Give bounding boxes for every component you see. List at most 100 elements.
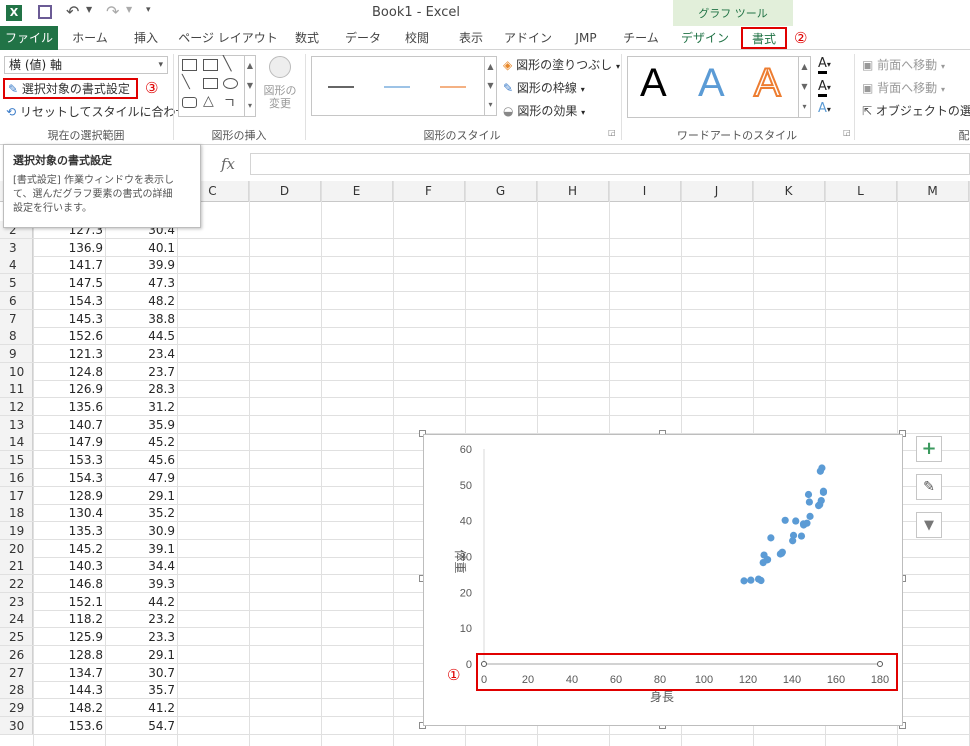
- gallery-scroll-icon[interactable]: ▲ ▼ ▾: [244, 56, 255, 116]
- row-header[interactable]: 23: [0, 592, 33, 610]
- height-cell[interactable]: 130.4: [68, 506, 103, 521]
- dialog-launcher-icon[interactable]: ◲: [608, 128, 616, 137]
- shape-style-gallery[interactable]: ▲ ▼ ▾: [311, 56, 497, 116]
- row-header[interactable]: 9: [0, 344, 33, 362]
- weight-cell[interactable]: 38.8: [148, 311, 175, 326]
- tab-insert[interactable]: 挿入: [133, 31, 158, 45]
- redo-icon[interactable]: ↷: [106, 2, 120, 21]
- weight-cell[interactable]: 44.2: [148, 594, 175, 609]
- height-cell[interactable]: 135.6: [68, 400, 103, 414]
- weight-cell[interactable]: 23.7: [148, 364, 175, 379]
- weight-cell[interactable]: 35.2: [148, 506, 175, 521]
- tab-view[interactable]: 表示: [458, 31, 483, 45]
- dialog-launcher-icon[interactable]: ◲: [843, 128, 851, 137]
- chart-elements-button[interactable]: +: [916, 436, 942, 462]
- height-cell[interactable]: 145.3: [68, 311, 103, 326]
- column-header-g[interactable]: G: [465, 181, 537, 202]
- weight-cell[interactable]: 29.1: [148, 647, 175, 662]
- tab-page-layout[interactable]: ページ レイアウト: [178, 31, 278, 45]
- weight-cell[interactable]: 41.2: [148, 700, 175, 715]
- row-header[interactable]: 18: [0, 504, 33, 522]
- weight-cell[interactable]: 47.3: [148, 276, 175, 291]
- row-header[interactable]: 12: [0, 398, 33, 415]
- weight-cell[interactable]: 48.2: [148, 293, 175, 308]
- height-cell[interactable]: 147.5: [68, 276, 103, 291]
- height-cell[interactable]: 121.3: [68, 346, 103, 361]
- height-cell[interactable]: 135.3: [68, 523, 103, 538]
- height-cell[interactable]: 152.6: [68, 329, 103, 344]
- weight-cell[interactable]: 39.3: [148, 577, 175, 591]
- gallery-scroll-icon[interactable]: ▲ ▼ ▾: [484, 57, 496, 115]
- weight-cell[interactable]: 23.4: [148, 346, 175, 361]
- height-cell[interactable]: 125.9: [68, 630, 103, 645]
- row-header[interactable]: 13: [0, 415, 33, 433]
- scatter-chart[interactable]: 0 10 20 30 40 50 60 0 20 40 60 80 100 120 140 160 180 身長 体…: [423, 434, 903, 726]
- row-header[interactable]: 20: [0, 539, 33, 557]
- height-cell[interactable]: 128.9: [68, 488, 103, 503]
- height-cell[interactable]: 146.8: [68, 577, 103, 591]
- wordart-gallery[interactable]: A A A ▲ ▼ ▾: [627, 56, 811, 118]
- weight-cell[interactable]: 23.3: [148, 630, 175, 645]
- row-header[interactable]: 17: [0, 486, 33, 504]
- weight-cell[interactable]: 35.9: [148, 417, 175, 432]
- shape-gallery[interactable]: ╲ ╲ △ ㄱ ▲ ▼ ▾: [178, 55, 256, 117]
- weight-cell[interactable]: 39.9: [148, 258, 175, 273]
- height-cell[interactable]: 153.6: [68, 718, 103, 733]
- height-cell[interactable]: 154.3: [68, 293, 103, 308]
- row-header[interactable]: 19: [0, 521, 33, 539]
- row-header[interactable]: 27: [0, 663, 33, 681]
- row-header[interactable]: 14: [0, 433, 33, 451]
- height-cell[interactable]: 153.3: [68, 453, 103, 468]
- row-header[interactable]: 25: [0, 628, 33, 646]
- weight-cell[interactable]: 45.6: [148, 453, 175, 468]
- change-shape-button[interactable]: 図形の変更: [261, 56, 299, 118]
- height-cell[interactable]: 147.9: [68, 435, 103, 450]
- weight-cell[interactable]: 31.2: [148, 400, 175, 414]
- row-header[interactable]: 29: [0, 698, 33, 716]
- chart-styles-button[interactable]: ✎: [916, 474, 942, 500]
- height-cell[interactable]: 140.3: [68, 559, 103, 574]
- text-fill-button[interactable]: A▾: [818, 56, 844, 74]
- tab-file[interactable]: ファイル: [0, 26, 58, 50]
- tab-addins[interactable]: アドイン: [503, 31, 552, 45]
- formula-input[interactable]: [250, 153, 970, 175]
- tab-home[interactable]: ホーム: [72, 31, 108, 45]
- text-outline-button[interactable]: A▾: [818, 79, 844, 97]
- height-cell[interactable]: 134.7: [68, 665, 103, 680]
- row-header[interactable]: 11: [0, 380, 33, 398]
- weight-cell[interactable]: 29.1: [148, 488, 175, 503]
- height-cell[interactable]: 144.3: [68, 683, 103, 698]
- weight-cell[interactable]: 39.1: [148, 541, 175, 556]
- row-header[interactable]: 24: [0, 610, 33, 628]
- chart-element-dropdown[interactable]: 横 (値) 軸 ▾: [4, 56, 168, 74]
- reset-style-button[interactable]: ⟲ リセットしてスタイルに合わせる: [6, 103, 200, 121]
- column-header-f[interactable]: F: [393, 181, 465, 202]
- weight-cell[interactable]: 30.7: [148, 665, 175, 680]
- shape-effects-button[interactable]: ◒ 図形の効果 ▾: [503, 102, 585, 120]
- row-header[interactable]: 6: [0, 291, 33, 309]
- function-insert-button[interactable]: fx: [220, 155, 235, 173]
- height-cell[interactable]: 154.3: [68, 470, 103, 485]
- column-header-e[interactable]: E: [321, 181, 393, 202]
- height-cell[interactable]: 124.8: [68, 364, 103, 379]
- chart-resize-handle[interactable]: [419, 430, 426, 437]
- weight-cell[interactable]: 35.7: [148, 683, 175, 698]
- tab-formulas[interactable]: 数式: [294, 31, 319, 45]
- weight-cell[interactable]: 45.2: [148, 435, 175, 450]
- style-blue-line[interactable]: [384, 86, 410, 88]
- row-header[interactable]: 5: [0, 274, 33, 292]
- shape-outline-button[interactable]: ✎ 図形の枠線 ▾: [503, 79, 585, 97]
- gallery-scroll-icon[interactable]: ▲ ▼ ▾: [798, 57, 810, 117]
- row-header[interactable]: 22: [0, 575, 33, 592]
- column-header-m[interactable]: M: [897, 181, 969, 202]
- column-header-d[interactable]: D: [249, 181, 321, 202]
- tab-team[interactable]: チーム: [623, 31, 659, 45]
- column-header-h[interactable]: H: [537, 181, 609, 202]
- tab-data[interactable]: データ: [344, 31, 381, 45]
- format-selection-button[interactable]: ✎ 選択対象の書式設定: [3, 78, 138, 99]
- shape-fill-button[interactable]: ◈ 図形の塗りつぶし ▾: [503, 56, 620, 74]
- height-cell[interactable]: 136.9: [68, 240, 103, 255]
- row-header[interactable]: 3: [0, 238, 33, 256]
- row-header[interactable]: 30: [0, 716, 33, 734]
- height-cell[interactable]: 128.8: [68, 647, 103, 662]
